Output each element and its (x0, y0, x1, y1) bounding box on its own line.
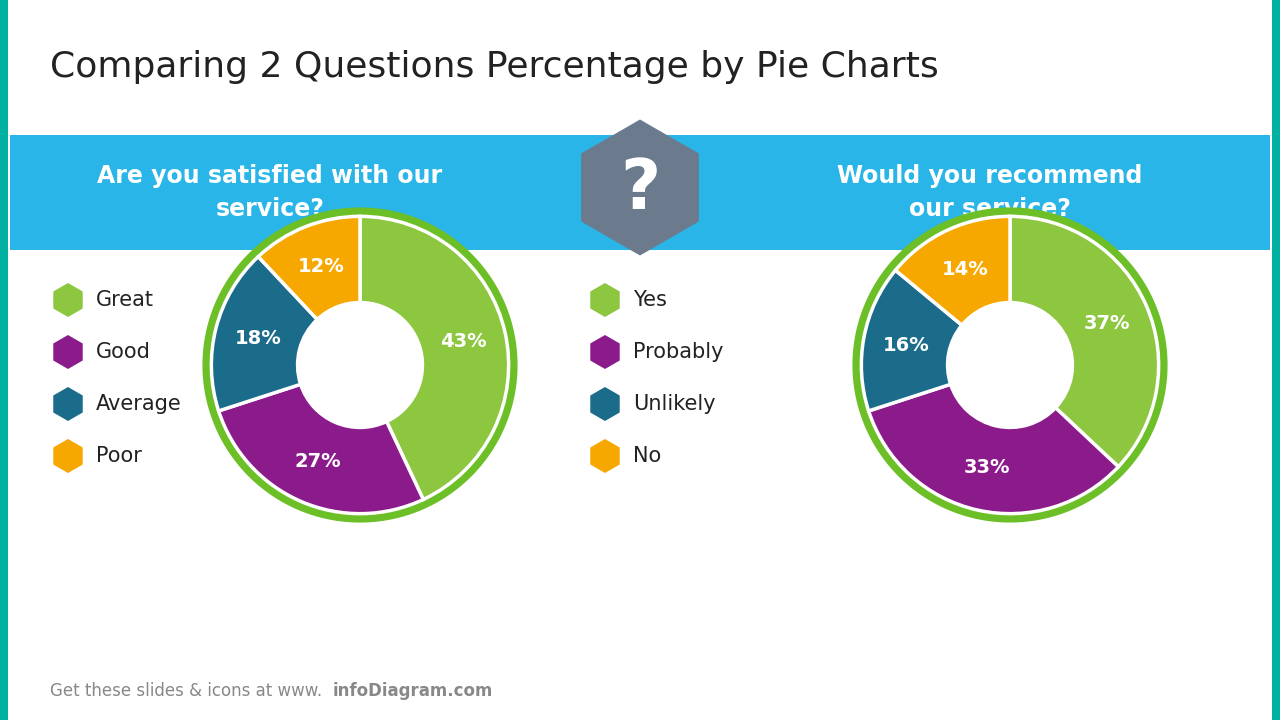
Text: Are you satisfied with our
service?: Are you satisfied with our service? (97, 163, 443, 221)
Text: 14%: 14% (942, 260, 988, 279)
Text: Good: Good (96, 342, 151, 362)
Polygon shape (590, 387, 620, 421)
Polygon shape (590, 335, 620, 369)
Wedge shape (869, 384, 1119, 513)
Polygon shape (54, 387, 83, 421)
FancyBboxPatch shape (1272, 0, 1280, 720)
Text: 16%: 16% (883, 336, 929, 355)
Text: 33%: 33% (964, 459, 1010, 477)
Wedge shape (259, 216, 360, 320)
Wedge shape (896, 216, 1010, 325)
Text: 12%: 12% (298, 257, 344, 276)
Polygon shape (852, 207, 1167, 523)
Text: 37%: 37% (1084, 314, 1130, 333)
FancyBboxPatch shape (0, 0, 8, 720)
Wedge shape (360, 216, 508, 500)
Text: Comparing 2 Questions Percentage by Pie Charts: Comparing 2 Questions Percentage by Pie … (50, 50, 938, 84)
Wedge shape (1010, 216, 1158, 467)
Text: Average: Average (96, 394, 182, 414)
Polygon shape (590, 283, 620, 317)
Text: 18%: 18% (234, 329, 282, 348)
Polygon shape (54, 335, 83, 369)
Wedge shape (861, 270, 961, 411)
Text: ?: ? (620, 156, 660, 223)
Circle shape (297, 302, 422, 428)
Polygon shape (590, 439, 620, 473)
Text: 27%: 27% (294, 452, 342, 472)
Text: Unlikely: Unlikely (634, 394, 716, 414)
Text: Yes: Yes (634, 290, 667, 310)
Text: infoDiagram.com: infoDiagram.com (333, 682, 493, 700)
Text: Poor: Poor (96, 446, 142, 466)
FancyBboxPatch shape (10, 135, 1270, 250)
Text: No: No (634, 446, 662, 466)
Text: Probably: Probably (634, 342, 723, 362)
Wedge shape (219, 384, 424, 513)
Polygon shape (581, 120, 699, 256)
Text: Great: Great (96, 290, 154, 310)
Polygon shape (54, 439, 83, 473)
Text: Would you recommend
our service?: Would you recommend our service? (837, 163, 1143, 221)
Circle shape (947, 302, 1073, 428)
Wedge shape (211, 256, 317, 411)
Text: 43%: 43% (440, 333, 486, 351)
Polygon shape (54, 283, 83, 317)
Polygon shape (202, 207, 517, 523)
Text: Get these slides & icons at www.: Get these slides & icons at www. (50, 682, 323, 700)
